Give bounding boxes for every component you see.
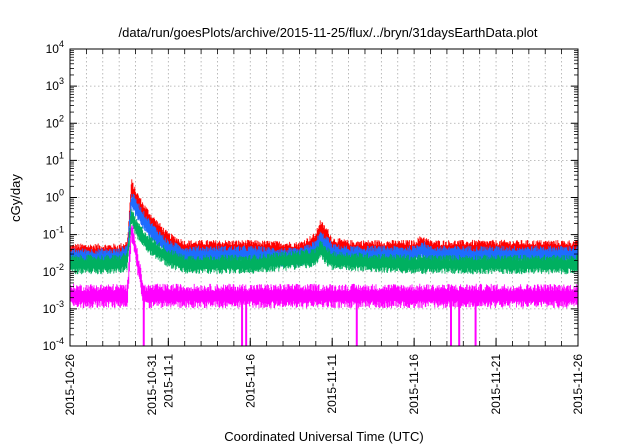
y-axis: 10-4 10-3 10-2 10-1 100 101 102 103 104 [43, 39, 578, 353]
y-tick-label: 10-2 [43, 262, 64, 279]
x-tick-label: 2015-11-6 [243, 354, 257, 408]
y-tick-label: 103 [46, 76, 64, 93]
y-axis-label: cGy/day [8, 174, 23, 222]
grid [70, 49, 578, 346]
x-tick-label: 2015-10-26 [63, 354, 77, 416]
x-tick-label: 2015-10-31 [145, 354, 159, 416]
dropout-group [142, 291, 477, 346]
x-tick-label: 2015-11-11 [325, 354, 339, 414]
x-axis-label: Coordinated Universal Time (UTC) [224, 429, 423, 444]
y-tick-label: 101 [46, 150, 64, 167]
x-tick-label: 2015-11-1 [161, 354, 175, 408]
y-tick-label: 102 [46, 113, 64, 130]
chart-title: /data/run/goesPlots/archive/2015-11-25/f… [119, 25, 538, 40]
y-tick-label: 10-3 [43, 299, 64, 316]
y-tick-label: 104 [46, 39, 64, 56]
x-tick-label: 2015-11-26 [571, 354, 585, 415]
y-tick-label: 10-4 [43, 336, 64, 353]
x-tick-label: 2015-11-21 [489, 354, 503, 415]
series-group [69, 179, 579, 309]
x-axis: 2015-10-26 2015-10-31 2015-11-1 2015-11-6 20… [63, 49, 585, 415]
x-tick-label: 2015-11-16 [407, 354, 421, 415]
y-tick-label: 10-1 [43, 225, 64, 242]
y-tick-label: 100 [46, 188, 64, 205]
